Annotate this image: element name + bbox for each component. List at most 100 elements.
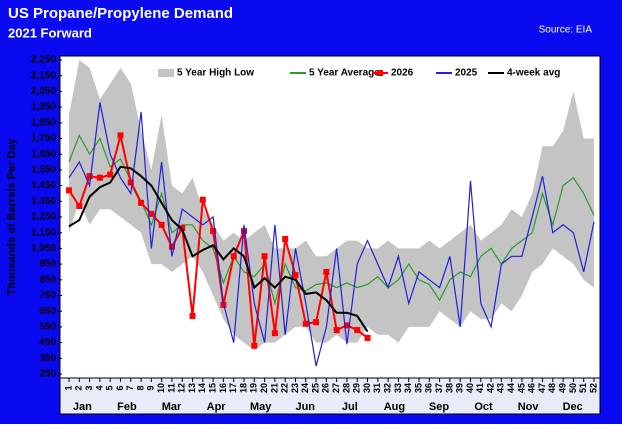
x-tick-label: 38 — [444, 383, 454, 393]
y-tick-label: 750 — [39, 290, 56, 301]
y-tick-label: 1,150 — [31, 227, 56, 238]
marker — [179, 224, 186, 231]
y-tick-label: 550 — [39, 322, 56, 333]
x-tick-label: 1 — [63, 385, 73, 390]
legend-label: 5 Year High Low — [177, 68, 254, 79]
x-tick-label: 36 — [424, 383, 434, 393]
x-tick-label: 45 — [516, 383, 526, 393]
y-tick-label: 1,550 — [31, 165, 56, 176]
y-tick-label: 650 — [39, 306, 56, 317]
marker — [96, 174, 103, 181]
x-tick-label: 3 — [84, 385, 94, 390]
marker — [292, 272, 299, 279]
x-tick-label: 22 — [280, 383, 290, 393]
marker — [302, 320, 309, 327]
x-tick-label: 39 — [455, 383, 465, 393]
y-tick-label: 950 — [39, 259, 56, 270]
series-line — [68, 165, 369, 333]
marker — [138, 199, 145, 206]
x-tick-label: 51 — [578, 383, 588, 393]
legend-label: 4-week avg — [507, 68, 560, 79]
legend-label: 2025 — [455, 68, 478, 79]
x-tick-label: 20 — [259, 383, 269, 393]
month-label: Jun — [295, 401, 315, 413]
x-tick-label: 4 — [94, 385, 104, 390]
marker — [168, 243, 175, 250]
marker — [107, 171, 114, 178]
x-tick-label: 29 — [352, 383, 362, 393]
x-axis-area — [59, 377, 601, 415]
month-label: Sep — [429, 401, 449, 413]
month-label: Mar — [162, 401, 182, 413]
y-tick-label: 1,850 — [31, 117, 56, 128]
marker — [189, 312, 196, 319]
x-tick-label: 32 — [382, 383, 392, 393]
y-tick-label: 1,650 — [31, 149, 56, 160]
y-tick-label: 850 — [39, 274, 56, 285]
x-tick-label: 10 — [156, 383, 166, 393]
x-tick-label: 27 — [331, 383, 341, 393]
source: Source: EIA — [539, 25, 593, 36]
marker — [210, 228, 217, 235]
month-label: Jan — [73, 401, 92, 413]
marker — [271, 330, 278, 337]
y-tick-label: 2,050 — [31, 86, 56, 97]
month-label: Dec — [563, 401, 583, 413]
marker — [76, 203, 83, 210]
y-tick-label: 1,750 — [31, 133, 56, 144]
marker — [251, 342, 258, 349]
x-tick-label: 23 — [290, 383, 300, 393]
marker — [66, 187, 72, 194]
x-tick-label: 43 — [496, 383, 506, 393]
x-tick-label: 17 — [228, 383, 238, 393]
y-tick-label: 1,050 — [31, 243, 56, 254]
x-tick-label: 9 — [146, 385, 156, 390]
x-tick-label: 30 — [362, 383, 372, 393]
y-tick-label: 250 — [39, 369, 56, 380]
marker — [158, 221, 165, 228]
marker — [333, 327, 340, 334]
y-tick-label: 1,350 — [31, 196, 56, 207]
x-tick-label: 35 — [413, 383, 423, 393]
x-tick-label: 40 — [465, 383, 475, 393]
chart-title: US Propane/Propylene Demand — [8, 5, 233, 22]
month-label: Aug — [384, 401, 405, 413]
x-tick-label: 52 — [588, 383, 598, 393]
y-tick-label: 350 — [39, 353, 56, 364]
y-axis-label: Thousands of Barrels Per Day — [6, 138, 18, 296]
month-label: May — [250, 401, 272, 413]
x-tick-label: 31 — [372, 383, 382, 393]
series-line — [68, 102, 595, 367]
legend-label: 2026 — [391, 68, 414, 79]
marker — [343, 322, 350, 329]
x-tick-label: 13 — [187, 383, 197, 393]
legend-label: 5 Year Average — [309, 68, 380, 79]
x-tick-label: 2 — [74, 385, 84, 390]
x-tick-label: 48 — [547, 383, 557, 393]
y-tick-label: 2,150 — [31, 70, 56, 81]
marker — [282, 235, 289, 242]
marker — [261, 253, 268, 260]
y-tick-label: 450 — [39, 337, 56, 348]
chart-subtitle: 2021 Forward — [8, 25, 92, 40]
y-tick-label: 2,250 — [31, 55, 56, 66]
marker — [199, 196, 206, 203]
month-label: Apr — [207, 401, 227, 413]
x-tick-label: 34 — [403, 383, 413, 393]
x-tick-label: 8 — [135, 385, 145, 390]
x-tick-label: 12 — [177, 383, 187, 393]
x-tick-label: 18 — [238, 383, 248, 393]
month-label: Oct — [474, 401, 493, 413]
x-tick-label: 24 — [300, 383, 310, 393]
month-label: Feb — [117, 401, 137, 413]
x-tick-label: 41 — [475, 383, 485, 393]
x-tick-label: 28 — [341, 383, 351, 393]
month-label: Jul — [342, 401, 358, 413]
x-tick-label: 25 — [310, 383, 320, 393]
x-tick-label: 21 — [269, 383, 279, 393]
x-tick-label: 5 — [105, 385, 115, 390]
month-label: Nov — [518, 401, 540, 413]
x-tick-label: 49 — [557, 383, 567, 393]
x-tick-label: 42 — [485, 383, 495, 393]
